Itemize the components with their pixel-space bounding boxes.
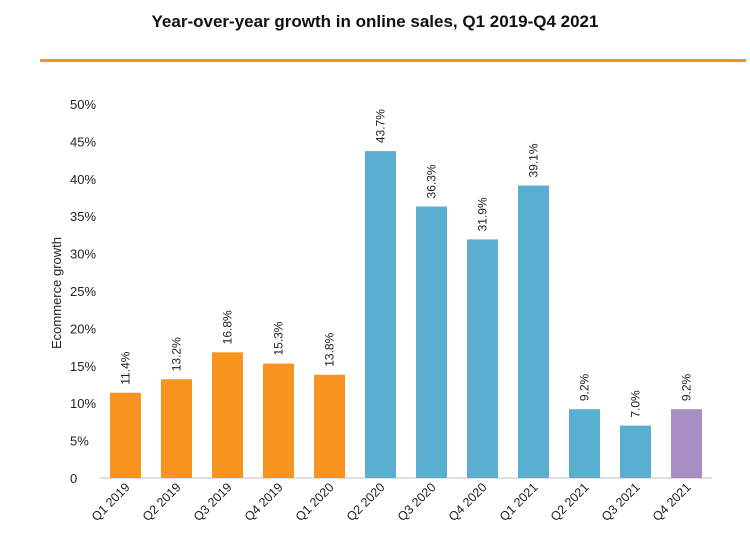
bar [569, 409, 600, 478]
y-tick-label: 45% [70, 134, 96, 149]
data-label: 13.8% [323, 332, 337, 366]
title-divider [40, 59, 746, 62]
y-tick-label: 0 [70, 471, 77, 486]
x-tick-label: Q4 2019 [242, 480, 286, 524]
data-label: 11.4% [119, 351, 133, 384]
bar [110, 392, 141, 478]
data-label: 43.7% [374, 109, 388, 143]
bar [314, 374, 345, 478]
x-tick-label: Q2 2021 [548, 480, 592, 524]
x-tick-label: Q3 2021 [599, 480, 643, 524]
bar [365, 151, 396, 478]
y-tick-label: 25% [70, 284, 96, 299]
bar [518, 185, 549, 479]
bar [671, 409, 702, 478]
data-label: 31.9% [476, 197, 490, 231]
data-label: 9.2% [578, 374, 592, 402]
x-tick-label: Q3 2020 [395, 480, 439, 524]
x-tick-label: Q2 2020 [344, 480, 388, 524]
y-tick-label: 15% [70, 359, 96, 374]
y-tick-label: 20% [70, 321, 96, 336]
bar [263, 363, 294, 478]
x-tick-label: Q1 2021 [497, 480, 541, 524]
data-label: 7.0% [629, 390, 643, 418]
data-label: 13.2% [170, 337, 184, 371]
y-tick-label: 5% [70, 434, 89, 449]
chart-title: Year-over-year growth in online sales, Q… [151, 12, 599, 31]
data-label: 39.1% [527, 143, 541, 177]
bar [620, 425, 651, 478]
y-tick-label: 40% [70, 172, 96, 187]
y-tick-label: 30% [70, 247, 96, 262]
data-label: 15.3% [272, 321, 286, 355]
data-label: 9.2% [680, 374, 694, 402]
x-tick-label: Q4 2021 [650, 480, 694, 524]
y-tick-label: 50% [70, 97, 96, 112]
y-axis-title: Ecommerce growth [49, 237, 64, 349]
x-tick-label: Q4 2020 [446, 480, 490, 524]
bar [467, 239, 498, 478]
x-tick-label: Q3 2019 [191, 480, 235, 524]
y-tick-label: 35% [70, 209, 96, 224]
x-tick-label: Q1 2019 [89, 480, 133, 524]
x-tick-label: Q2 2019 [140, 480, 184, 524]
bar [161, 379, 192, 478]
data-label: 16.8% [221, 310, 235, 344]
bar [212, 352, 243, 478]
bar [416, 206, 447, 478]
data-label: 36.3% [425, 164, 439, 198]
x-tick-label: Q1 2020 [293, 480, 337, 524]
y-tick-label: 10% [70, 396, 96, 411]
